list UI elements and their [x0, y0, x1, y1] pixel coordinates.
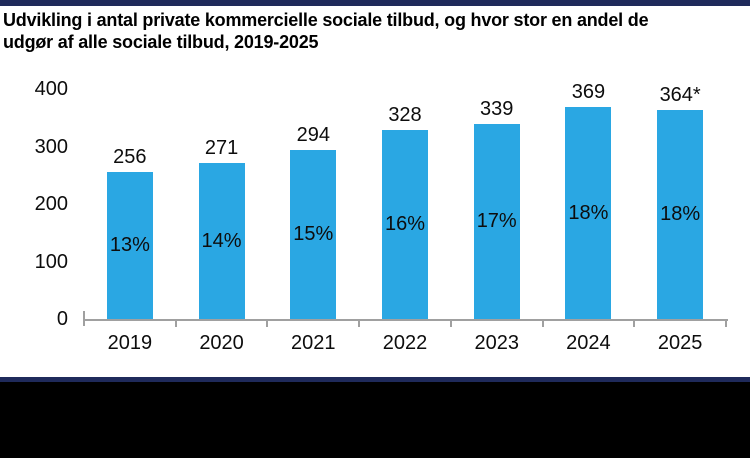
footer-divider-bar [0, 377, 750, 382]
bar-percent-label: 14% [201, 229, 242, 252]
bar-chart: 0 100 200 300 400 13% 256 2019 14% 271 2020 15% 294 2… [34, 78, 728, 354]
bar-percent-label: 18% [568, 201, 609, 224]
bar-2025: 18% [657, 110, 704, 319]
bar-percent-label: 13% [109, 234, 150, 256]
chart-title-line-1: Udvikling i antal private kommercielle s… [3, 10, 649, 30]
x-axis-tick [174, 321, 177, 327]
x-axis-label-2023: 2023 [474, 332, 519, 354]
y-axis-label: 400 [34, 78, 68, 100]
x-axis-tick [633, 321, 636, 327]
bar-2019: 13% [106, 172, 153, 319]
y-axis-label: 300 [34, 135, 68, 158]
bar-2024: 18% [565, 107, 612, 319]
y-axis-label: 0 [56, 308, 68, 330]
x-axis-tick [358, 321, 361, 327]
bar-value-label: 256 [113, 146, 147, 168]
bar-value-label: 339 [480, 98, 514, 120]
chart-title: Udvikling i antal private kommercielle s… [3, 9, 649, 53]
bar-percent-label: 18% [660, 203, 701, 225]
bar-value-label: 369 [571, 81, 606, 103]
x-axis-label-2022: 2022 [382, 332, 428, 354]
x-axis-label-2021: 2021 [291, 332, 336, 354]
bar-2022: 16% [382, 130, 428, 319]
bar-percent-label: 16% [384, 213, 426, 235]
x-axis-tick [725, 321, 727, 327]
footer-band [0, 382, 750, 458]
bar-2021: 15% [290, 150, 337, 319]
bar-percent-label: 17% [476, 210, 517, 232]
x-axis-label-2019: 2019 [107, 332, 153, 354]
bar-2023: 17% [473, 124, 520, 319]
bar-value-label: 328 [388, 104, 422, 126]
bar-2020: 14% [198, 163, 245, 319]
bar-value-label: 271 [204, 137, 239, 159]
bar-percent-label: 15% [293, 223, 334, 245]
x-axis-label-2024: 2024 [566, 332, 611, 354]
y-axis-label: 100 [34, 250, 68, 273]
x-axis-label-2020: 2020 [199, 332, 244, 354]
x-axis-tick [449, 321, 452, 327]
bar-value-label: 294 [296, 124, 330, 146]
top-border-bar [0, 0, 750, 6]
x-axis-tick [266, 321, 269, 327]
x-axis-tick [83, 311, 85, 326]
x-axis-line [84, 319, 728, 321]
x-axis-label-2025: 2025 [657, 332, 703, 354]
y-axis-label: 200 [34, 193, 68, 215]
x-axis-tick [541, 321, 544, 327]
chart-title-line-2: udgør af alle sociale tilbud, 2019-2025 [3, 32, 319, 52]
bar-value-label: 364* [659, 84, 701, 106]
